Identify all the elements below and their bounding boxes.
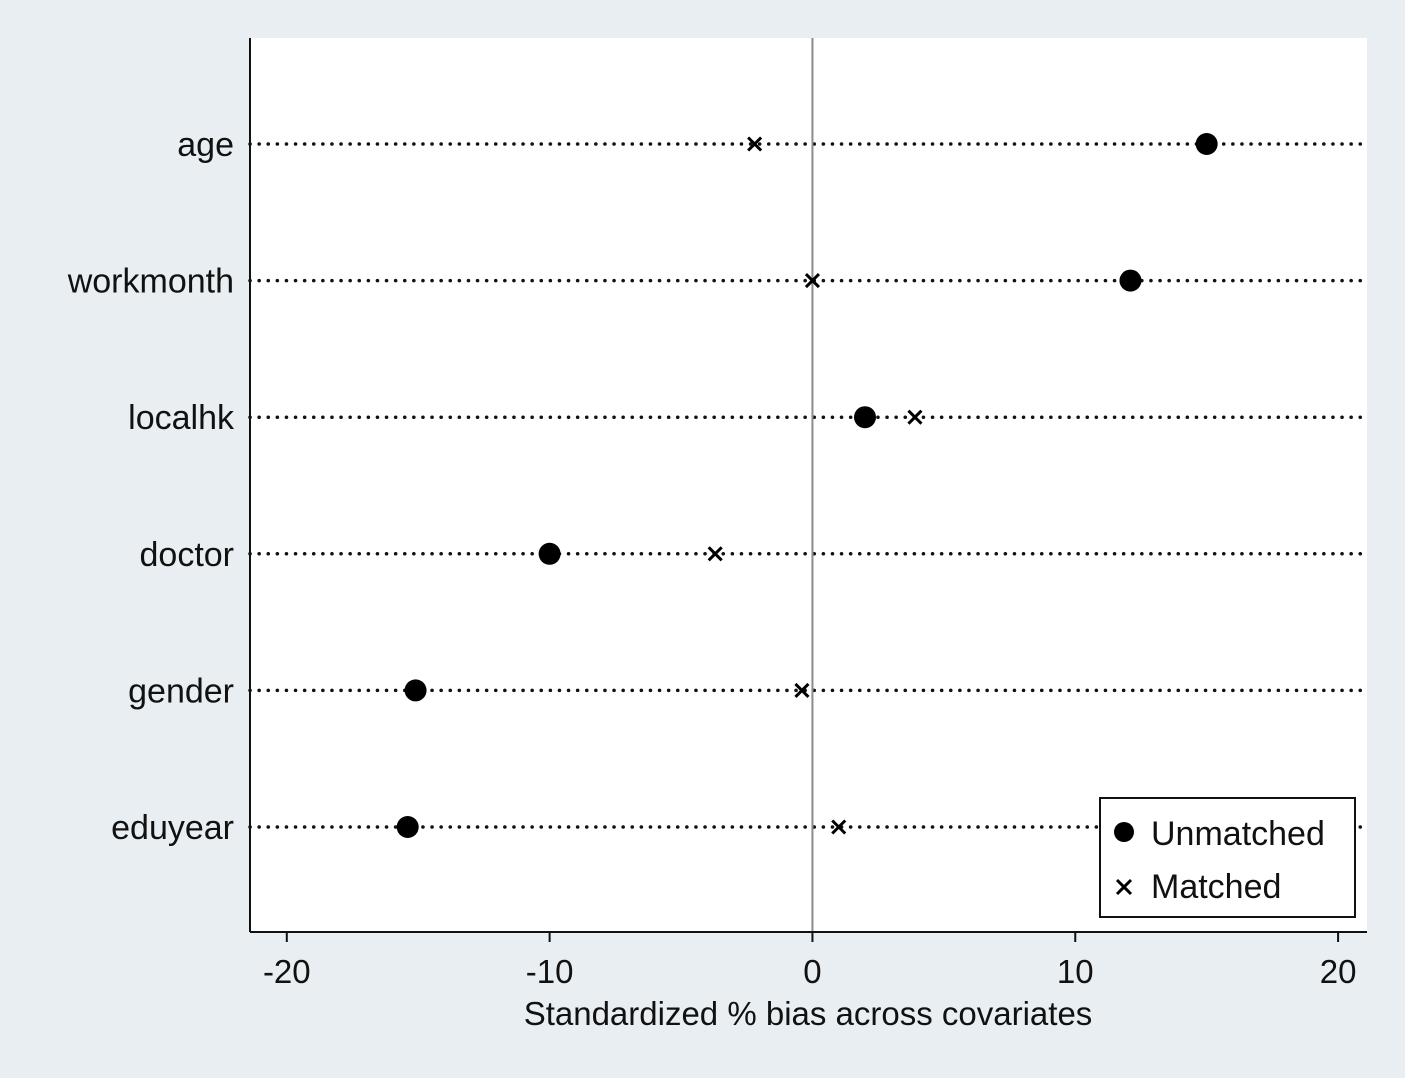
legend: Unmatched Matched xyxy=(1099,797,1356,918)
y-label-localhk: localhk xyxy=(128,399,235,437)
y-label-gender: gender xyxy=(128,672,234,710)
x-axis-ticks: -20 -10 0 10 20 xyxy=(263,932,1357,990)
x-tick-label: 20 xyxy=(1320,953,1357,990)
x-tick-label: -20 xyxy=(263,953,311,990)
legend-box xyxy=(1099,797,1356,918)
x-axis-title: Standardized % bias across covariates xyxy=(524,995,1093,1032)
legend-label-unmatched: Unmatched xyxy=(1151,815,1325,853)
unmatched-point-age xyxy=(1195,133,1218,155)
x-tick-label: -10 xyxy=(526,953,574,990)
unmatched-point-localhk xyxy=(854,406,877,429)
y-label-doctor: doctor xyxy=(140,536,235,574)
y-axis-category-labels: age workmonth localhk doctor gender eduyear xyxy=(67,126,235,847)
plot-area xyxy=(250,38,1367,932)
x-tick-label: 10 xyxy=(1057,953,1094,990)
unmatched-point-eduyear xyxy=(396,816,419,838)
legend-x-icon xyxy=(1115,878,1133,896)
matched-point-age xyxy=(747,136,763,152)
y-label-age: age xyxy=(177,126,234,164)
unmatched-point-workmonth xyxy=(1119,269,1142,292)
data-markers xyxy=(396,133,1218,838)
y-label-eduyear: eduyear xyxy=(111,809,234,847)
matched-point-gender xyxy=(794,682,810,698)
matched-point-localhk xyxy=(907,409,923,425)
grid-lines xyxy=(248,142,1363,829)
legend-label-matched: Matched xyxy=(1151,868,1281,906)
legend-circle-icon xyxy=(1114,822,1134,842)
y-label-workmonth: workmonth xyxy=(67,263,234,301)
unmatched-point-gender xyxy=(404,679,427,702)
unmatched-point-doctor xyxy=(538,542,561,565)
matched-point-workmonth xyxy=(804,273,821,289)
x-tick-label: 0 xyxy=(803,953,821,990)
matched-point-eduyear xyxy=(831,819,847,835)
matched-point-doctor xyxy=(707,546,723,562)
